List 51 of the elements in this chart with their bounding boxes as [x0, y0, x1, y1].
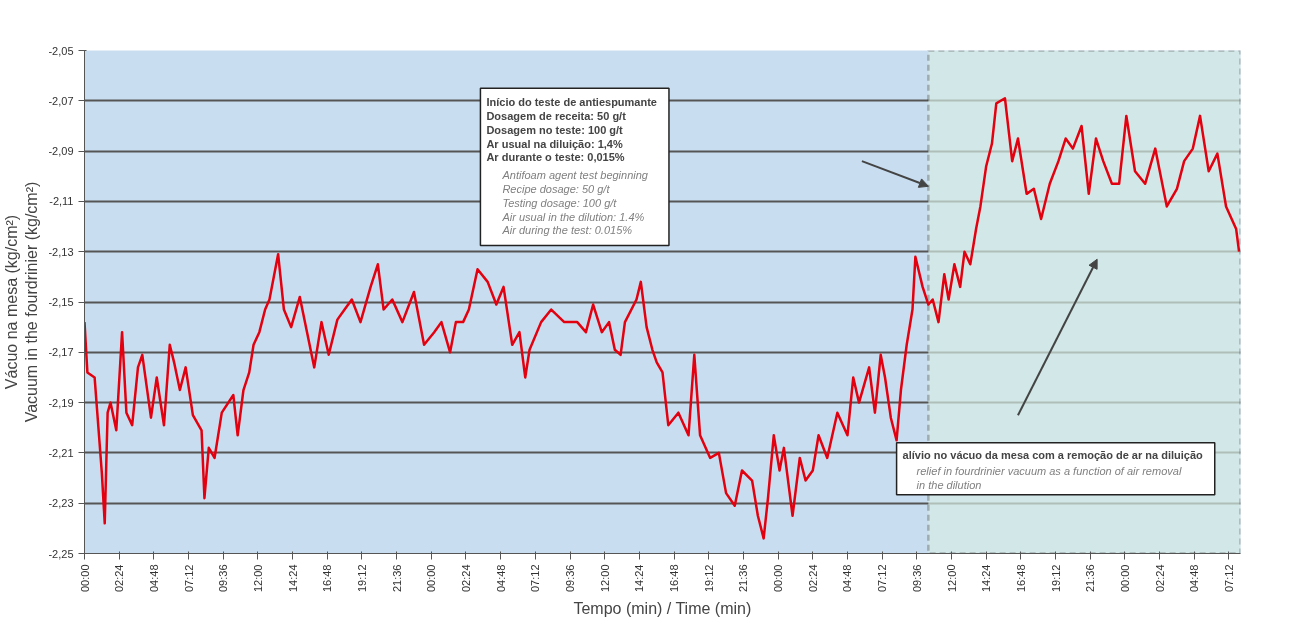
y-tick-label: -2,11 [49, 195, 74, 208]
x-tick-label: 07:12 [876, 564, 889, 593]
x-tick-label: 07:12 [1222, 564, 1235, 593]
x-tick-label: 04:48 [494, 564, 507, 593]
y-tick-label: -2,13 [48, 245, 74, 258]
x-tick-label: 21:36 [390, 564, 403, 593]
x-tick-label: 14:24 [633, 564, 646, 593]
x-tick-label: 19:12 [355, 564, 368, 593]
y-tick-label: -2,05 [48, 44, 74, 57]
y-tick-label: -2,17 [48, 346, 74, 359]
x-tick-label: 09:36 [217, 564, 230, 593]
x-tick-label: 12:00 [945, 564, 958, 593]
x-tick-label: 21:36 [737, 564, 750, 593]
x-tick-label: 16:48 [321, 564, 334, 593]
y-tick-label: -2,21 [48, 446, 74, 459]
x-tick-label: 07:12 [529, 564, 542, 593]
x-tick-label: 19:12 [702, 564, 715, 593]
x-tick-label: 12:00 [598, 564, 611, 593]
x-tick-label: 04:48 [147, 564, 160, 593]
y-axis-title: Vácuo na mesa (kg/cm²) Vacuum in the fourdrinier (kg/cm²) [3, 181, 41, 423]
x-tick-label: 14:24 [980, 564, 993, 593]
y-tick-label: -2,07 [48, 94, 74, 107]
annotation: Antifoam agent test beginning Recipe dosage: 50 g/t Testing dosage: 100 g/t Air usual in the dilution: 1.4% Air during the test: 0.015% [501, 169, 649, 237]
x-tick-label: 09:36 [564, 564, 577, 593]
y-tick-label: -2,15 [48, 296, 74, 308]
x-tick-label: 07:12 [182, 564, 195, 593]
x-tick-label: 00:00 [772, 564, 785, 593]
x-tick-label: 16:48 [668, 564, 681, 593]
x-tick-label: 09:36 [910, 564, 923, 593]
annotation: relief in fourdrinier vacuum as a function of air removal in the dilution [916, 465, 1182, 491]
x-tick-label: 12:00 [251, 564, 264, 593]
y-tick-label: -2,19 [48, 396, 74, 409]
x-tick-label: 02:24 [1153, 564, 1166, 593]
x-tick-label: 02:24 [459, 564, 472, 593]
x-tick-label: 02:24 [806, 564, 819, 593]
x-tick-label: 16:48 [1014, 564, 1027, 593]
y-tick-label: -2,23 [48, 497, 74, 510]
x-tick-label: 02:24 [113, 564, 126, 593]
x-tick-label: 14:24 [286, 564, 299, 593]
x-tick-label: 04:48 [1188, 564, 1201, 593]
x-tick-label: 21:36 [1084, 564, 1097, 593]
annotation: Início do teste de antiespumante Dosagem de receita: 50 g/t Dosagem no teste: 100 g/t Ar usual na diluição: 1,4% Ar durante o teste: 0,015% [486, 96, 657, 164]
annotation: alívio no vácuo da mesa com a remoção de ar na diluição [902, 448, 1204, 461]
x-tick-label: 00:00 [78, 564, 91, 593]
x-axis-title: Tempo (min) / Time (min) [573, 600, 752, 618]
x-tick-label: 00:00 [425, 564, 438, 593]
x-tick-label: 04:48 [841, 564, 854, 593]
y-tick-label: -2,25 [48, 547, 74, 560]
y-tick-label: -2,09 [48, 145, 74, 158]
x-tick-label: 19:12 [1049, 564, 1062, 593]
x-tick-label: 00:00 [1118, 564, 1131, 593]
